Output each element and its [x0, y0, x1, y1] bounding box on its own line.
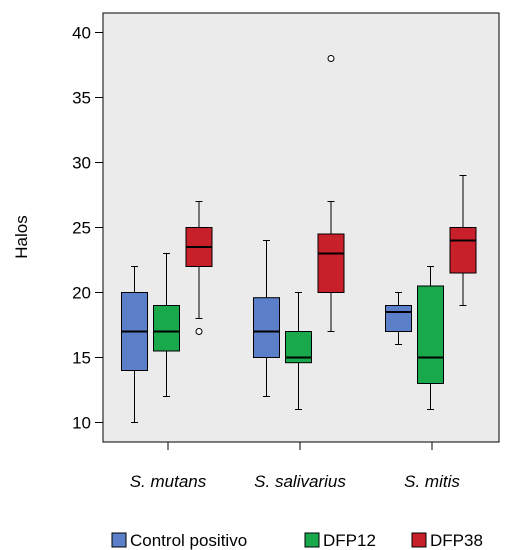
box: [317, 233, 345, 293]
box: [449, 227, 477, 274]
legend: Control positivo DFP12 DFP38: [111, 531, 483, 550]
legend-label: DFP12: [323, 531, 376, 550]
y-axis-title: Halos: [12, 215, 31, 258]
y-tick-label: 25: [72, 219, 91, 238]
y-tick-label: 15: [72, 349, 91, 368]
outlier-point: [327, 55, 335, 62]
legend-label: Control positivo: [130, 531, 247, 550]
legend-swatch: [304, 532, 320, 548]
x-axis: S. mutans S. salivarius S. mitis: [130, 442, 460, 491]
legend-swatch: [411, 532, 427, 548]
x-category-label: S. mutans: [130, 472, 207, 491]
legend-label: DFP38: [430, 531, 483, 550]
box: [385, 305, 412, 332]
box-group: [121, 55, 477, 423]
x-category-label: S. salivarius: [254, 472, 346, 491]
outlier-point: [195, 328, 203, 335]
legend-swatch: [111, 532, 127, 548]
y-tick-label: 40: [72, 24, 91, 43]
y-tick-label: 30: [72, 154, 91, 173]
box: [253, 297, 280, 359]
y-axis: 10 15 20 25 30 35 40: [72, 24, 103, 433]
box: [153, 305, 180, 352]
x-category-label: S. mitis: [404, 472, 460, 491]
y-tick-label: 20: [72, 284, 91, 303]
box: [417, 285, 444, 384]
y-tick-label: 35: [72, 89, 91, 108]
y-tick-label: 10: [72, 414, 91, 433]
